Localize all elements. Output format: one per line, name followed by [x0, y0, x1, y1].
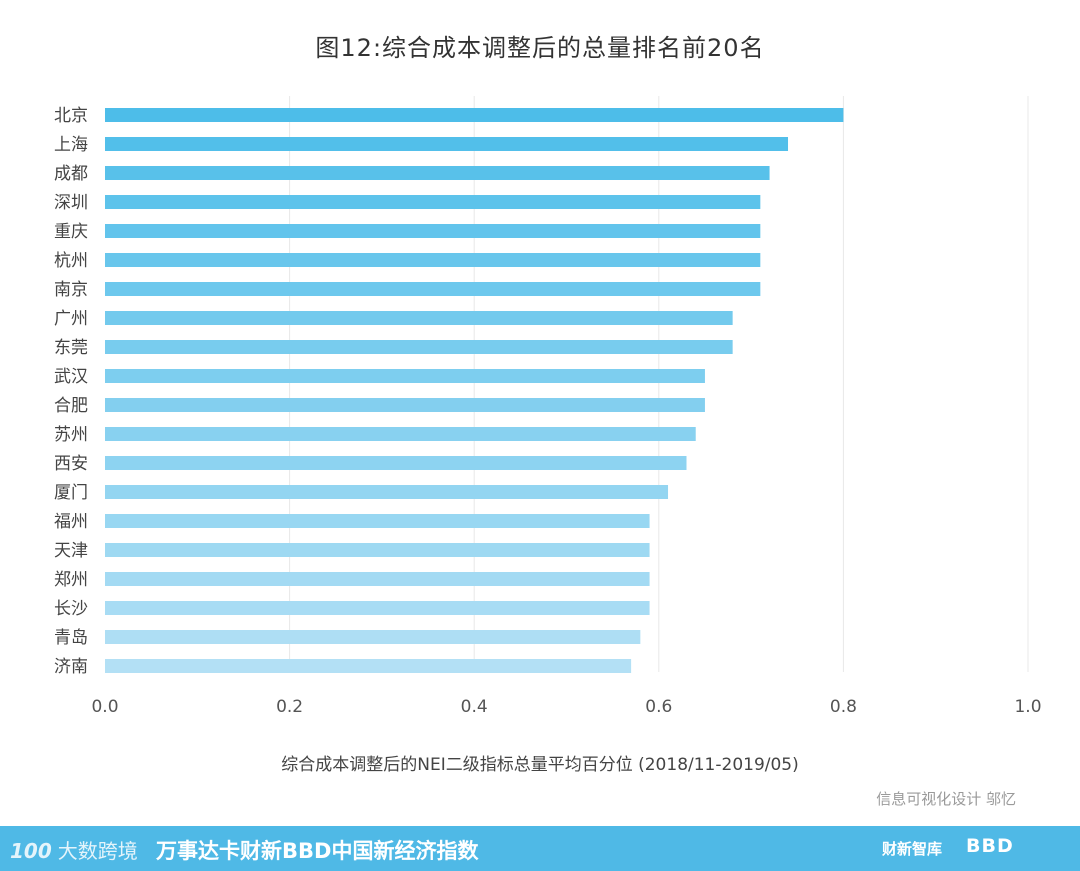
bar — [105, 108, 844, 122]
brand-mark-icon: 100 — [10, 839, 52, 863]
category-label: 厦门 — [54, 483, 88, 503]
category-label: 青岛 — [54, 628, 88, 648]
category-label: 天津 — [54, 541, 88, 561]
bar — [105, 224, 761, 238]
category-label: 武汉 — [54, 367, 88, 387]
category-label: 西安 — [54, 454, 88, 474]
x-tick-label: 0.8 — [830, 697, 857, 717]
bar — [105, 427, 696, 441]
bbd-logo: BBD — [966, 835, 1014, 857]
bar — [105, 369, 705, 383]
bar — [105, 514, 650, 528]
bar — [105, 311, 733, 325]
footer-brand: 100 大数跨境 — [10, 835, 138, 864]
x-tick-labels: 0.0 0.2 0.4 0.6 0.8 1.0 — [91, 697, 1041, 717]
bar — [105, 137, 789, 151]
category-label: 郑州 — [54, 570, 88, 590]
bars — [105, 108, 844, 673]
category-label: 成都 — [54, 164, 88, 184]
bar — [105, 282, 761, 296]
bar — [105, 485, 669, 499]
category-label: 福州 — [54, 512, 88, 532]
x-tick-label: 0.2 — [276, 697, 303, 717]
x-tick-label: 1.0 — [1014, 697, 1041, 717]
bar — [105, 195, 761, 209]
bar — [105, 630, 641, 644]
category-label: 南京 — [54, 280, 88, 300]
category-label: 重庆 — [54, 222, 88, 242]
bar — [105, 340, 733, 354]
x-axis-label: 综合成本调整后的NEI二级指标总量平均百分位 (2018/11-2019/05) — [281, 755, 799, 775]
category-label: 苏州 — [54, 425, 88, 445]
footer-brand-text: 大数跨境 — [57, 839, 138, 863]
category-label: 上海 — [54, 135, 88, 155]
footer-bar: 100 大数跨境 万事达卡财新BBD中国新经济指数 财新智库 BBD — [0, 826, 1080, 871]
bar — [105, 543, 650, 557]
category-label: 合肥 — [54, 396, 88, 416]
bar — [105, 456, 687, 470]
category-label: 杭州 — [54, 251, 88, 271]
bar — [105, 253, 761, 267]
bar — [105, 398, 705, 412]
caixin-logo: 财新智库 — [882, 840, 943, 858]
x-tick-label: 0.0 — [91, 697, 118, 717]
bar — [105, 572, 650, 586]
category-label: 深圳 — [54, 193, 88, 213]
category-label: 长沙 — [54, 599, 88, 619]
category-label: 东莞 — [54, 338, 88, 358]
category-label: 广州 — [54, 309, 88, 329]
bar — [105, 166, 770, 180]
category-label: 济南 — [54, 657, 88, 677]
footer-title: 万事达卡财新BBD中国新经济指数 — [156, 839, 479, 863]
bar — [105, 659, 632, 673]
chart-title: 图12:综合成本调整后的总量排名前20名 — [315, 34, 765, 62]
category-label: 北京 — [54, 106, 88, 126]
bar-chart: 北京上海成都深圳重庆杭州南京广州东莞武汉合肥苏州西安厦门福州天津郑州长沙青岛济南… — [54, 96, 1042, 717]
designer-credit: 信息可视化设计 邬忆 — [876, 790, 1016, 808]
x-tick-label: 0.6 — [645, 697, 672, 717]
x-tick-label: 0.4 — [461, 697, 488, 717]
bar — [105, 601, 650, 615]
